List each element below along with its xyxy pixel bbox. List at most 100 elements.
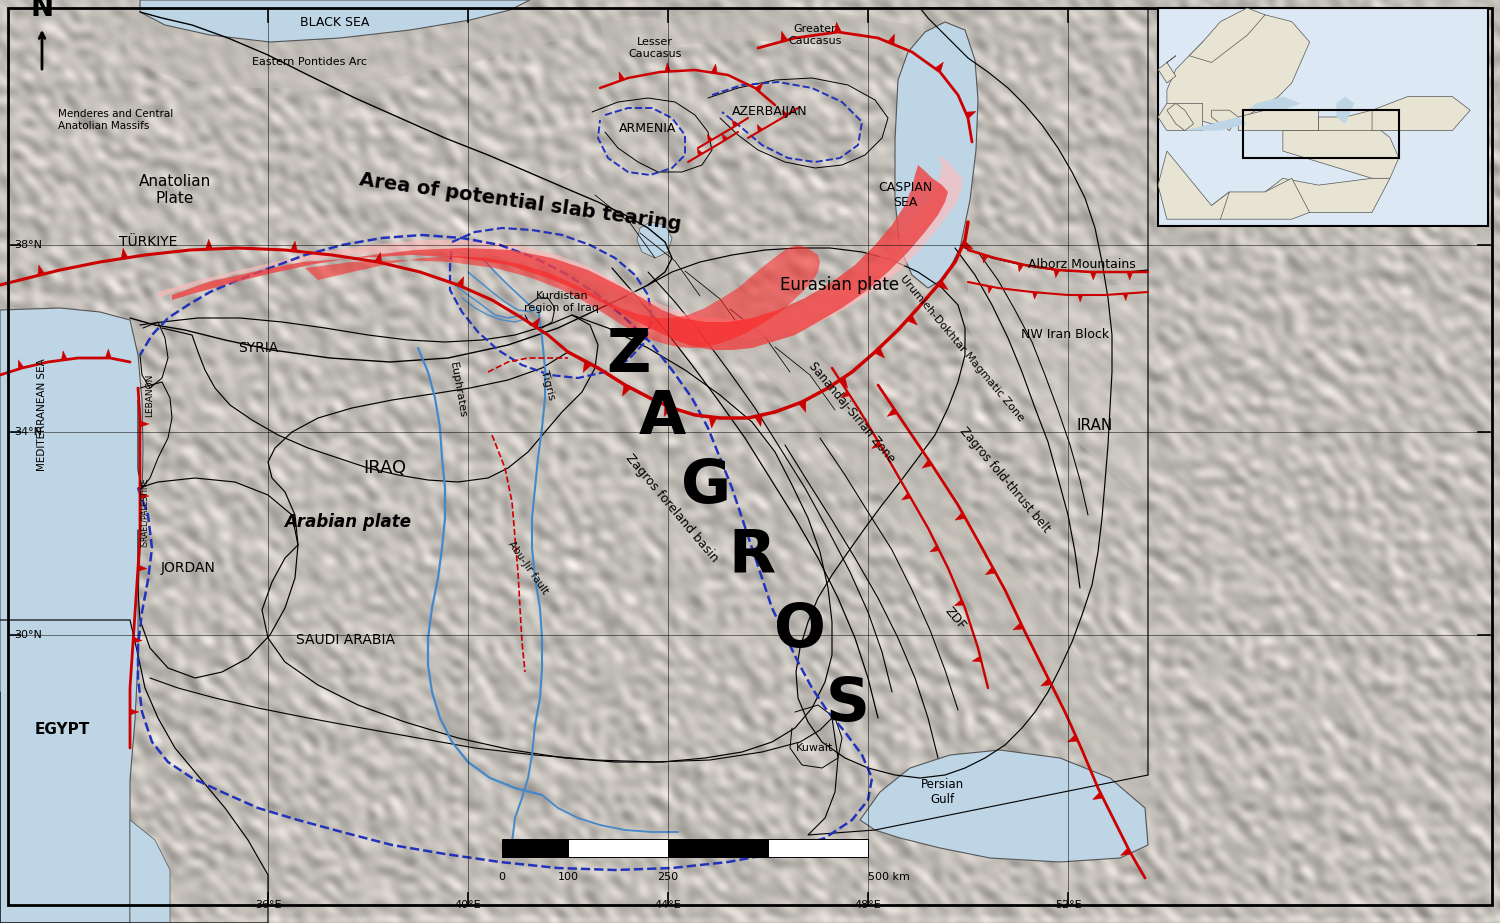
Text: Zagros fold-thrust belt: Zagros fold-thrust belt (957, 425, 1053, 535)
Text: 36°E: 36°E (255, 900, 282, 910)
Polygon shape (1264, 178, 1390, 212)
Text: Area of potential slab tearing: Area of potential slab tearing (358, 170, 682, 234)
Polygon shape (930, 545, 939, 552)
Text: SAUDI ARABIA: SAUDI ARABIA (296, 633, 394, 647)
Text: S: S (827, 676, 870, 735)
Polygon shape (1167, 15, 1310, 124)
Polygon shape (1372, 97, 1470, 131)
Polygon shape (1190, 8, 1264, 63)
Text: Persian
Gulf: Persian Gulf (921, 778, 963, 806)
Text: Urumieh-Dokhtar Magmatic Zone: Urumieh-Dokhtar Magmatic Zone (898, 273, 1026, 423)
Polygon shape (1124, 294, 1128, 301)
Polygon shape (1158, 103, 1203, 131)
Text: Arabian plate: Arabian plate (285, 513, 411, 531)
Polygon shape (1019, 263, 1025, 272)
Text: Eastern Pontides Arc: Eastern Pontides Arc (252, 57, 368, 67)
Polygon shape (698, 149, 702, 156)
Polygon shape (1126, 272, 1132, 280)
Polygon shape (966, 112, 976, 118)
Text: Euphrates: Euphrates (448, 361, 468, 419)
Bar (503, 839, 568, 857)
Polygon shape (140, 493, 148, 499)
Polygon shape (1212, 110, 1239, 131)
Text: BLACK SEA: BLACK SEA (300, 16, 369, 29)
Text: 30°N: 30°N (13, 630, 42, 640)
Text: 500 km: 500 km (868, 872, 910, 882)
Polygon shape (1212, 178, 1310, 219)
Polygon shape (1068, 735, 1078, 742)
Polygon shape (968, 258, 1148, 500)
Polygon shape (1092, 792, 1102, 799)
Bar (668, 839, 768, 857)
Text: Lesser
Caucasus: Lesser Caucasus (628, 37, 681, 59)
Polygon shape (722, 134, 728, 141)
Polygon shape (896, 22, 978, 288)
Polygon shape (1054, 270, 1060, 278)
Polygon shape (758, 125, 762, 132)
Polygon shape (0, 308, 142, 923)
Polygon shape (1167, 103, 1194, 131)
Text: O: O (774, 601, 826, 660)
Text: 38°N: 38°N (13, 240, 42, 250)
Polygon shape (584, 361, 591, 373)
Polygon shape (938, 280, 948, 290)
Polygon shape (1158, 151, 1230, 219)
Polygon shape (620, 72, 626, 81)
Polygon shape (1090, 272, 1096, 280)
Polygon shape (600, 10, 960, 65)
Bar (1158, 8, 1488, 226)
Bar (568, 839, 668, 857)
Polygon shape (1077, 295, 1083, 302)
Text: IRAQ: IRAQ (363, 459, 407, 477)
Text: ARMENIA: ARMENIA (620, 122, 676, 135)
Text: Greater
Caucasus: Greater Caucasus (789, 24, 842, 46)
Polygon shape (1041, 678, 1052, 686)
Polygon shape (1239, 110, 1318, 131)
Polygon shape (1013, 622, 1023, 630)
Polygon shape (972, 656, 981, 662)
Text: 34°N: 34°N (13, 427, 42, 437)
Polygon shape (172, 165, 948, 350)
Polygon shape (839, 377, 848, 389)
Polygon shape (38, 265, 45, 276)
Polygon shape (982, 255, 988, 263)
Polygon shape (18, 360, 24, 369)
Polygon shape (531, 318, 540, 328)
Polygon shape (987, 286, 993, 294)
Text: Zagros foreland basin: Zagros foreland basin (622, 451, 722, 565)
Polygon shape (1336, 97, 1354, 124)
Polygon shape (62, 351, 68, 360)
Text: Kuwait: Kuwait (796, 743, 834, 753)
Polygon shape (886, 408, 897, 416)
Polygon shape (130, 820, 170, 923)
Text: A: A (639, 389, 686, 448)
Polygon shape (874, 347, 885, 358)
Polygon shape (622, 385, 632, 396)
Polygon shape (1032, 292, 1038, 299)
Text: IRAN: IRAN (1077, 417, 1113, 433)
Polygon shape (732, 120, 738, 127)
Polygon shape (130, 709, 140, 715)
Text: TÜRKIYE: TÜRKIYE (118, 235, 177, 249)
Text: Abu-Jir fault: Abu-Jir fault (506, 540, 550, 596)
Text: R: R (729, 526, 776, 585)
Polygon shape (902, 493, 910, 500)
Polygon shape (158, 155, 962, 338)
Polygon shape (798, 401, 806, 413)
Polygon shape (134, 637, 142, 643)
Polygon shape (754, 83, 764, 91)
Text: Kurdistan
region of Iraq: Kurdistan region of Iraq (525, 291, 600, 313)
Text: 44°E: 44°E (654, 900, 681, 910)
Polygon shape (638, 222, 672, 258)
Text: JORDAN: JORDAN (160, 561, 216, 575)
Polygon shape (130, 0, 580, 88)
Polygon shape (1167, 117, 1246, 131)
Text: LEBANON: LEBANON (146, 373, 154, 416)
Polygon shape (871, 441, 880, 449)
Text: 40°E: 40°E (454, 900, 482, 910)
Polygon shape (206, 239, 213, 249)
Polygon shape (456, 277, 464, 287)
Polygon shape (956, 512, 966, 521)
Text: G: G (681, 457, 730, 516)
Polygon shape (1158, 55, 1176, 83)
